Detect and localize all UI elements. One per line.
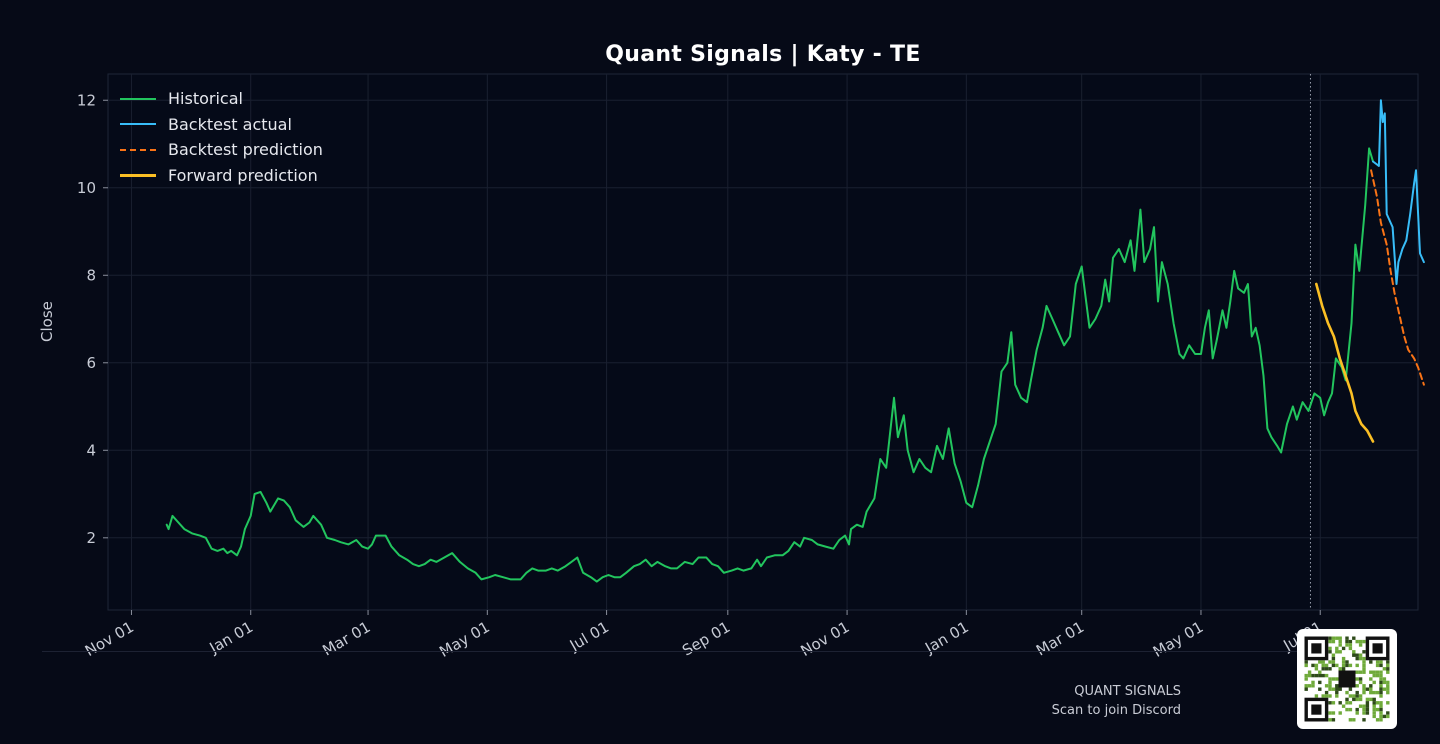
x-tick-label: Jul 01 xyxy=(566,618,612,655)
legend-label-backtest-prediction: Backtest prediction xyxy=(168,140,323,160)
y-tick-label: 4 xyxy=(86,441,96,459)
discord-cta: Scan to join Discord xyxy=(1051,703,1181,718)
legend-swatch-forward-prediction xyxy=(120,173,156,177)
legend-item-historical: Historical xyxy=(120,86,323,112)
y-tick-label: 10 xyxy=(77,179,96,197)
legend-item-backtest-actual: Backtest actual xyxy=(120,112,323,138)
x-tick-label: Nov 01 xyxy=(798,618,853,660)
backtest-actual-line xyxy=(1372,99,1425,285)
x-tick-label: Sep 01 xyxy=(679,618,733,660)
legend-label-historical: Historical xyxy=(168,89,243,109)
brand-name: QUANT SIGNALS xyxy=(1074,684,1181,699)
backtest-prediction-line xyxy=(1370,169,1425,386)
chart-legend: Historical Backtest actual Backtest pred… xyxy=(120,86,323,188)
legend-label-backtest-actual: Backtest actual xyxy=(168,114,292,134)
qr-code-icon xyxy=(1304,636,1390,722)
legend-label-forward-prediction: Forward prediction xyxy=(168,165,318,185)
y-tick-label: 12 xyxy=(77,91,96,109)
historical-line xyxy=(165,147,1374,583)
y-tick-label: 6 xyxy=(86,354,96,372)
x-tick-label: Nov 01 xyxy=(82,618,137,660)
legend-item-backtest-prediction: Backtest prediction xyxy=(120,137,323,163)
footer-divider xyxy=(42,651,1302,652)
discord-qr-code[interactable] xyxy=(1297,629,1397,729)
forward-prediction-line xyxy=(1315,282,1375,443)
x-tick-label: May 01 xyxy=(1150,618,1207,661)
y-axis-label: Close xyxy=(38,301,56,342)
y-tick-label: 8 xyxy=(86,266,96,284)
legend-item-forward-prediction: Forward prediction xyxy=(120,163,323,189)
y-tick-label: 2 xyxy=(86,529,96,547)
footer-branding: QUANT SIGNALS Scan to join Discord xyxy=(1052,682,1181,720)
x-tick-label: May 01 xyxy=(436,618,493,661)
x-tick-label: Mar 01 xyxy=(1033,618,1087,660)
plot-area xyxy=(107,73,1419,611)
chart-title: Quant Signals | Katy - TE xyxy=(605,42,921,67)
legend-swatch-backtest-actual xyxy=(120,123,156,126)
legend-swatch-backtest-prediction xyxy=(120,148,156,151)
legend-swatch-historical xyxy=(120,97,156,100)
x-tick-label: Mar 01 xyxy=(319,618,373,660)
